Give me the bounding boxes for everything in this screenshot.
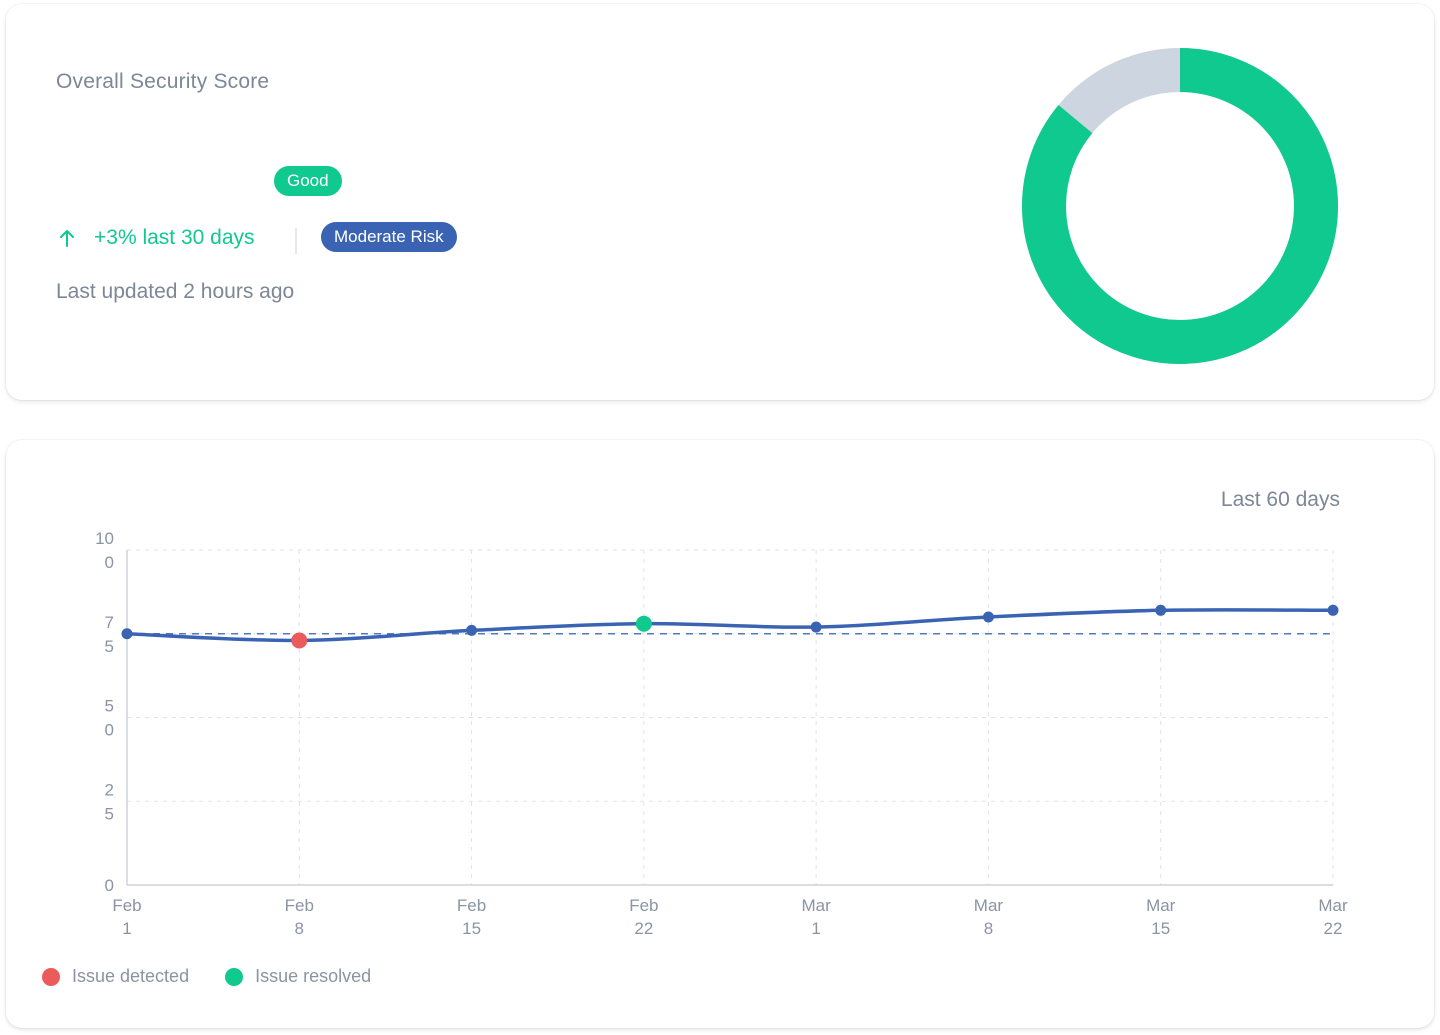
legend-dot-detected [42, 967, 60, 986]
data-point [466, 624, 478, 636]
x-tick-label: 1 [122, 919, 131, 938]
y-tick-label: 0 [105, 876, 114, 895]
range-selector[interactable]: Last 60 days [1220, 488, 1340, 511]
x-tick-label: 22 [634, 919, 653, 938]
y-tick-label: 10 [95, 529, 114, 548]
x-tick-label: Mar [1146, 896, 1176, 915]
score-trend-card: Last 60 days 10 0 7 5 5 0 2 5 0 Feb 1 Feb 8 Feb 15 Feb 2… [6, 440, 1434, 1028]
data-point [1155, 604, 1167, 616]
score-donut-chart [1022, 48, 1338, 364]
x-tick-label: Mar [1318, 896, 1348, 915]
chart-legend: Issue detected Issue resolved [42, 966, 407, 987]
y-tick-label: 5 [105, 804, 114, 823]
x-tick-label: 15 [462, 919, 481, 938]
score-title: Overall Security Score [56, 70, 270, 93]
trend-indicator: +3% last 30 days [56, 226, 255, 250]
y-tick-label: 0 [105, 721, 114, 740]
x-tick-label: 22 [1324, 919, 1343, 938]
issue-resolved-marker [635, 615, 652, 632]
x-tick-label: 15 [1151, 919, 1170, 938]
legend-label-detected: Issue detected [72, 966, 190, 986]
legend-item-resolved: Issue resolved [225, 966, 371, 987]
x-tick-label: Mar [802, 896, 832, 915]
x-tick-label: 1 [811, 919, 820, 938]
legend-dot-resolved [225, 967, 244, 986]
donut-score-arc [1022, 48, 1338, 364]
y-tick-label: 2 [105, 780, 114, 799]
security-score-card: Overall Security Score Good +3% last 30 … [6, 4, 1434, 400]
trend-text: +3% last 30 days [94, 226, 255, 249]
data-point [1327, 604, 1339, 616]
data-point [982, 611, 994, 623]
arrow-up-icon [60, 230, 74, 247]
risk-badge: Moderate Risk [321, 222, 457, 252]
score-series-line [125, 608, 1335, 643]
x-tick-label: Feb [629, 896, 658, 915]
x-tick-label: 8 [295, 919, 304, 938]
data-point [121, 628, 133, 640]
legend-item-detected: Issue detected [42, 966, 189, 987]
y-tick-label: 5 [105, 697, 114, 716]
y-tick-label: 7 [105, 613, 114, 632]
y-tick-label: 0 [105, 553, 114, 572]
x-tick-label: Feb [285, 896, 314, 915]
x-tick-label: 8 [984, 919, 993, 938]
y-tick-label: 5 [105, 637, 114, 656]
score-trend-chart: 1007550250Feb1Feb8Feb15Feb22Mar1Mar8Mar1… [95, 529, 1348, 938]
x-tick-label: Feb [112, 896, 141, 915]
divider [295, 228, 297, 254]
issue-detected-marker [291, 632, 308, 649]
x-tick-label: Mar [974, 896, 1004, 915]
status-badge: Good [274, 166, 342, 196]
data-point [810, 621, 822, 633]
x-tick-label: Feb [457, 896, 486, 915]
legend-label-resolved: Issue resolved [255, 966, 372, 986]
last-updated-text: Last updated 2 hours ago [56, 280, 295, 303]
